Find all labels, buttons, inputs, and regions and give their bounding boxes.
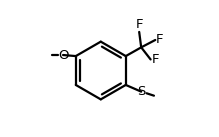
Text: O: O xyxy=(58,48,68,62)
Text: F: F xyxy=(151,53,159,66)
Text: S: S xyxy=(137,85,145,98)
Text: F: F xyxy=(135,18,143,31)
Text: F: F xyxy=(156,33,163,46)
